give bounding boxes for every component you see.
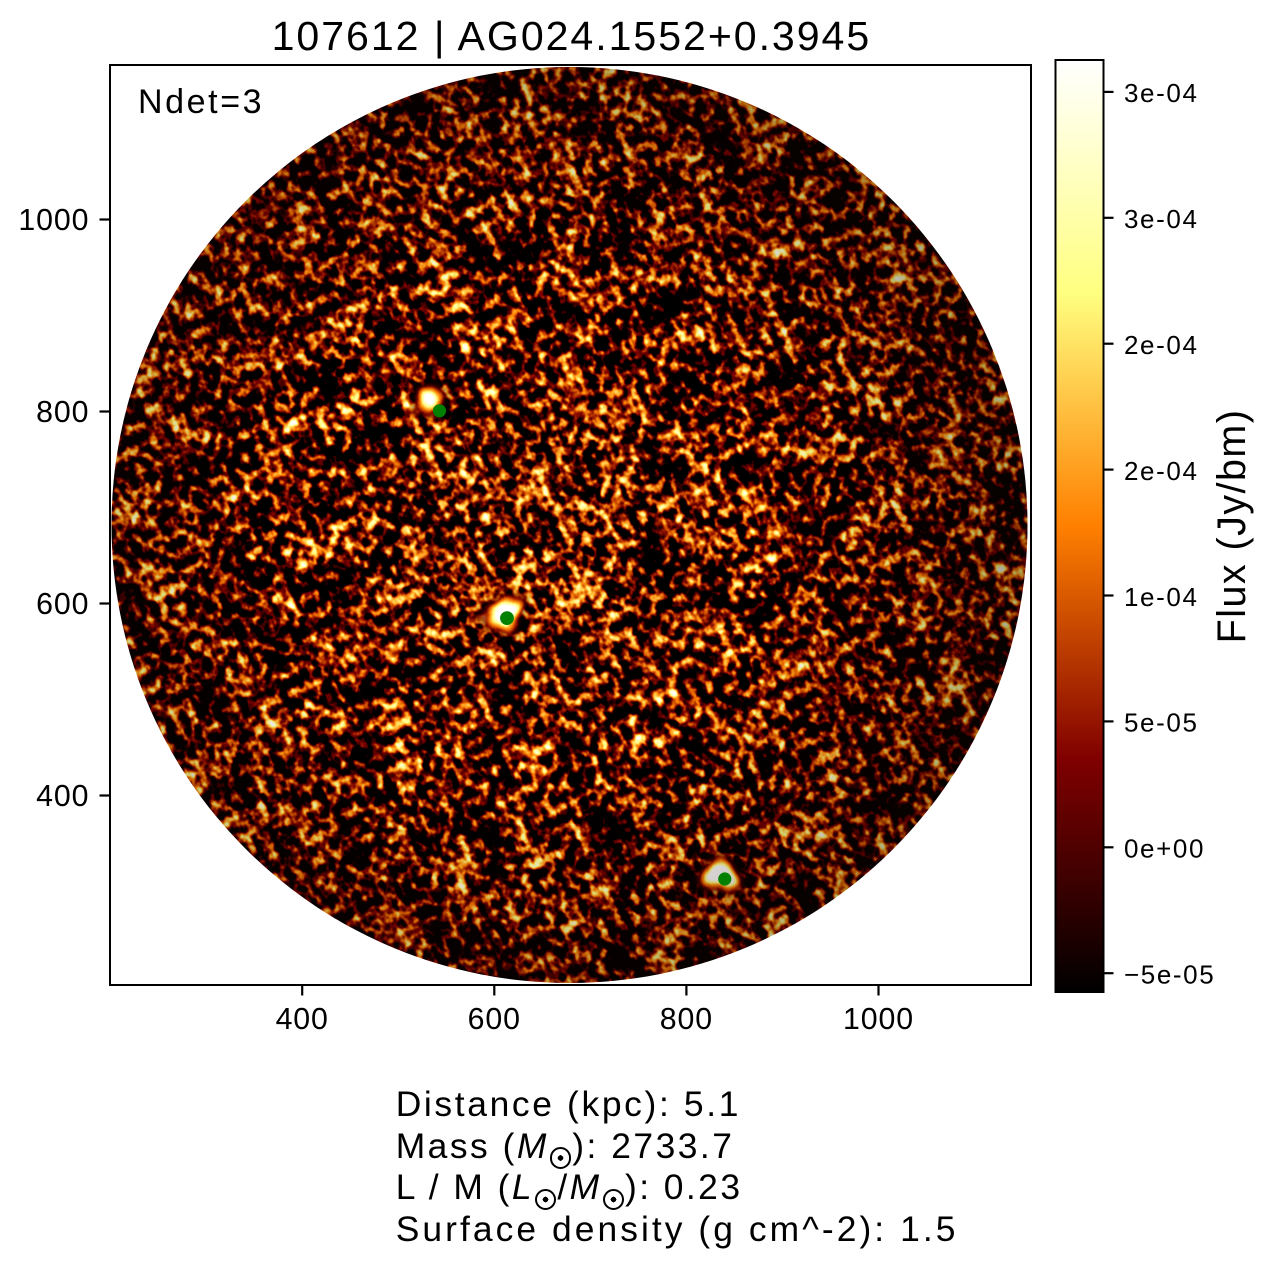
svg-text:Flux (Jy/bm): Flux (Jy/bm) (1210, 409, 1254, 644)
svg-text:3e-04: 3e-04 (1124, 204, 1199, 234)
svg-text:0e+00: 0e+00 (1124, 834, 1205, 864)
svg-text:2e-04: 2e-04 (1124, 330, 1199, 360)
svg-text:1000: 1000 (18, 204, 89, 237)
svg-text:Ndet=3: Ndet=3 (138, 83, 264, 121)
svg-text:2e-04: 2e-04 (1124, 456, 1199, 486)
svg-text:−5e-05: −5e-05 (1124, 960, 1215, 990)
svg-text:400: 400 (36, 780, 89, 813)
svg-text:800: 800 (36, 396, 89, 429)
svg-text:3e-04: 3e-04 (1124, 78, 1199, 108)
svg-text:400: 400 (276, 1003, 329, 1036)
svg-text:1e-04: 1e-04 (1124, 582, 1199, 612)
svg-text:800: 800 (660, 1003, 713, 1036)
svg-text:5e-05: 5e-05 (1124, 708, 1199, 738)
svg-text:600: 600 (468, 1003, 521, 1036)
svg-text:600: 600 (36, 588, 89, 621)
svg-text:107612 | AG024.1552+0.3945: 107612 | AG024.1552+0.3945 (272, 13, 872, 59)
svg-text:1000: 1000 (843, 1003, 914, 1036)
